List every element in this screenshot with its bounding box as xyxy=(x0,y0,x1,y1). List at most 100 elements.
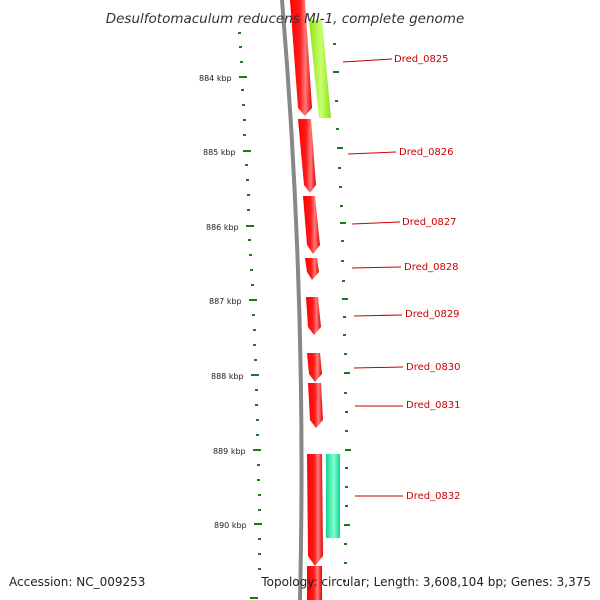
tick xyxy=(345,505,348,507)
tick xyxy=(247,209,250,211)
tick xyxy=(249,254,252,256)
scale-label: 890 kbp xyxy=(214,521,247,530)
tick xyxy=(340,222,346,224)
accession-text: Accession: NC_009253 xyxy=(9,575,145,589)
tick xyxy=(239,46,242,48)
tick xyxy=(341,260,344,262)
scale-label: 888 kbp xyxy=(211,372,244,381)
major-tick xyxy=(253,449,261,451)
leader-line xyxy=(351,221,401,225)
leader-line xyxy=(353,366,404,369)
tick xyxy=(242,104,245,106)
tick xyxy=(335,100,338,102)
gene-label-dred-0828[interactable]: Dred_0828 xyxy=(404,262,459,273)
tick xyxy=(345,467,348,469)
major-tick xyxy=(246,225,254,227)
tick xyxy=(240,61,243,63)
tick xyxy=(258,494,261,496)
tick xyxy=(344,372,350,374)
gene-feature[interactable] xyxy=(290,0,312,116)
tick xyxy=(344,353,347,355)
tick xyxy=(246,179,249,181)
gene-leader-lines xyxy=(342,58,404,497)
tick xyxy=(256,419,259,421)
gene-label-dred-0827[interactable]: Dred_0827 xyxy=(402,217,457,228)
gene-feature[interactable] xyxy=(307,454,323,566)
tick xyxy=(253,329,256,331)
leader-line xyxy=(353,314,403,317)
tick xyxy=(238,32,241,34)
tick xyxy=(344,543,347,545)
major-tick xyxy=(251,374,259,376)
gene-feature[interactable] xyxy=(303,196,320,254)
gene-feature[interactable] xyxy=(307,353,322,382)
tick xyxy=(343,334,346,336)
gene-label-dred-0830[interactable]: Dred_0830 xyxy=(406,362,461,373)
reverse-gene-feature[interactable] xyxy=(326,454,340,538)
tick xyxy=(339,186,342,188)
tick xyxy=(342,298,348,300)
tick xyxy=(336,128,339,130)
tick xyxy=(345,411,348,413)
tick xyxy=(343,580,346,582)
tick xyxy=(241,89,244,91)
tick xyxy=(243,134,246,136)
tick xyxy=(344,392,347,394)
major-tick xyxy=(254,523,262,525)
tick xyxy=(345,430,348,432)
tick xyxy=(333,43,336,45)
tick xyxy=(243,119,246,121)
tick xyxy=(250,269,253,271)
tick xyxy=(258,553,261,555)
scale-label: 886 kbp xyxy=(206,223,239,232)
scale-label: 884 kbp xyxy=(199,74,232,83)
gene-label-dred-0832[interactable]: Dred_0832 xyxy=(406,491,461,502)
tick xyxy=(258,509,261,511)
tick xyxy=(254,359,257,361)
major-tick xyxy=(239,76,247,78)
gene-label-dred-0829[interactable]: Dred_0829 xyxy=(405,309,460,320)
tick xyxy=(250,597,258,599)
gene-label-dred-0831[interactable]: Dred_0831 xyxy=(406,400,461,411)
map-title: Desulfotomaculum reducens MI-1, complete… xyxy=(106,11,465,27)
gene-feature[interactable] xyxy=(308,383,323,428)
gene-feature[interactable] xyxy=(306,297,321,335)
gene-feature[interactable] xyxy=(298,119,316,193)
scale-label: 887 kbp xyxy=(209,297,242,306)
scale-label: 889 kbp xyxy=(213,447,246,456)
inner-tick-column xyxy=(333,43,351,582)
outer-tick-column xyxy=(238,32,262,599)
tick xyxy=(255,404,258,406)
tick xyxy=(251,284,254,286)
tick xyxy=(338,167,341,169)
tick xyxy=(341,240,344,242)
tick xyxy=(258,568,261,570)
tick xyxy=(343,316,346,318)
scale-label: 885 kbp xyxy=(203,148,236,157)
tick xyxy=(248,239,251,241)
tick xyxy=(337,147,343,149)
reverse-gene-feature[interactable] xyxy=(309,20,331,118)
tick xyxy=(342,280,345,282)
leader-line xyxy=(351,266,402,269)
tick xyxy=(344,524,350,526)
tick xyxy=(255,389,258,391)
tick xyxy=(345,486,348,488)
gene-label-dred-0826[interactable]: Dred_0826 xyxy=(399,147,454,158)
gene-feature[interactable] xyxy=(307,566,322,600)
tick xyxy=(345,449,351,451)
gene-feature[interactable] xyxy=(305,258,319,280)
tick xyxy=(256,434,259,436)
tick xyxy=(344,562,347,564)
tick xyxy=(340,205,343,207)
tick xyxy=(333,71,339,73)
tick xyxy=(258,538,261,540)
tick xyxy=(252,314,255,316)
gene-label-dred-0825[interactable]: Dred_0825 xyxy=(394,54,449,65)
tick xyxy=(257,479,260,481)
leader-line xyxy=(347,151,397,155)
tick xyxy=(245,164,248,166)
tick xyxy=(253,344,256,346)
major-tick xyxy=(249,299,257,301)
